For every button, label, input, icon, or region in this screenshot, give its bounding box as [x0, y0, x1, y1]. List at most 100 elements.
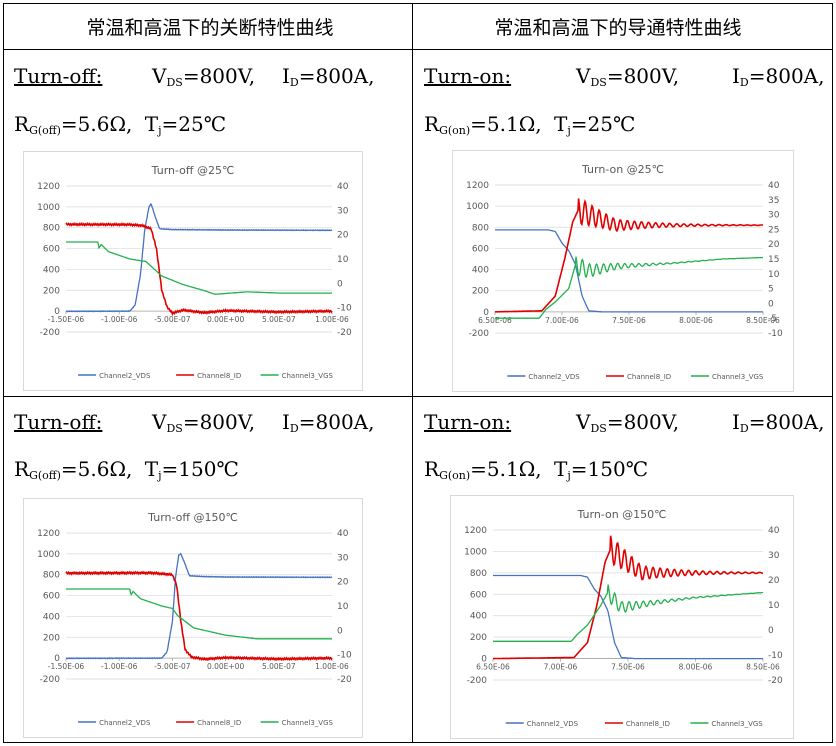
- y-tick-label: 1000: [464, 547, 487, 557]
- y2-tick-label: -5: [768, 314, 777, 324]
- y-tick-label: 1200: [37, 182, 60, 192]
- cell-params-line2: RG(on)=5.1Ω, Tj=25℃: [424, 112, 635, 137]
- y-tick-label: 0: [54, 654, 60, 664]
- cell-params-line1: Turn-on: VDS=800V, ID=800A,: [424, 410, 824, 435]
- y2-tick-label: 20: [768, 240, 780, 250]
- legend-label: Channel2_VDS: [99, 372, 151, 380]
- x-tick-label: -1.50E-06: [48, 662, 85, 671]
- header-turn-on: 常温和高温下的导通特性曲线: [494, 17, 742, 39]
- x-tick-label: 8.50E-06: [746, 316, 780, 325]
- y2-tick-label: 15: [768, 255, 779, 265]
- x-tick-label: 0.00E+00: [207, 662, 244, 671]
- rg-param: RG(on)=5.1Ω,: [424, 112, 542, 137]
- x-tick-label: 7.50E-06: [611, 663, 645, 672]
- x-tick-label: -1.00E-06: [101, 662, 138, 671]
- y2-tick-label: 30: [768, 551, 780, 561]
- y-tick-label: 1200: [464, 526, 487, 536]
- chart-svg: Turn-on @150℃120010008006004002000-20040…: [464, 508, 783, 728]
- x-tick-label: 7.00E-06: [545, 316, 579, 325]
- series-line-Channel3_VGS: [66, 241, 332, 295]
- tj-param: Tj=150℃: [554, 457, 649, 482]
- y2-tick-label: 10: [337, 255, 349, 265]
- chart-svg: Turn-off @150℃120010008006004002000-2004…: [37, 511, 352, 727]
- y-tick-label: 200: [472, 287, 489, 297]
- y2-tick-label: 10: [337, 602, 349, 612]
- y-tick-label: 400: [43, 612, 60, 622]
- x-tick-label: 8.00E-06: [679, 663, 713, 672]
- x-tick-label: 6.50E-06: [478, 316, 512, 325]
- y-tick-label: 0: [481, 655, 487, 665]
- y2-tick-label: 0: [768, 626, 774, 636]
- chart-svg: Turn-on @25℃120010008006004002000-200403…: [466, 163, 783, 381]
- rg-param: RG(on)=5.1Ω,: [424, 457, 542, 482]
- chart-title: Turn-on @150℃: [576, 508, 666, 521]
- x-tick-label: 7.50E-06: [612, 316, 646, 325]
- y2-tick-label: 25: [768, 225, 779, 235]
- y2-tick-label: -10: [337, 651, 352, 661]
- tj-param: Tj=150℃: [144, 457, 239, 482]
- cell-params-line2: RG(on)=5.1Ω, Tj=150℃: [424, 457, 648, 482]
- mode-label: Turn-off:: [14, 410, 103, 434]
- y2-tick-label: -10: [768, 651, 783, 661]
- y2-tick-label: -20: [337, 675, 352, 685]
- mode-label: Turn-off:: [14, 64, 103, 88]
- y2-tick-label: 30: [337, 206, 349, 216]
- chart-turn-off-150c: Turn-off @150℃ 1200 1000 800 600 400 200 0 -200 4…: [23, 498, 363, 738]
- chart-title: Turn-off @150℃: [147, 511, 238, 524]
- y2-tick-label: 30: [768, 211, 780, 221]
- vds-param: VDS=800V,: [152, 410, 256, 435]
- series-line-Channel2_VDS: [493, 574, 763, 660]
- x-tick-label: 5.00E-07: [262, 315, 296, 324]
- series-line-Channel8_ID: [65, 570, 333, 662]
- legend-label: Channel3_VGS: [711, 720, 763, 728]
- y2-tick-label: 5: [768, 285, 774, 295]
- y2-tick-label: 35: [768, 196, 779, 206]
- x-tick-label: -1.00E-06: [101, 315, 138, 324]
- y-tick-label: 1000: [466, 202, 489, 212]
- legend-label: Channel2_VDS: [99, 719, 151, 727]
- y-tick-label: 400: [472, 266, 489, 276]
- chart-turn-on-25c: Turn-on @25℃ 1200 1000 800 600 400 200 0 -200 40 3…: [452, 150, 794, 392]
- id-param: ID=800A,: [732, 410, 825, 435]
- y2-tick-label: -20: [768, 676, 783, 686]
- x-tick-label: 8.00E-06: [679, 316, 713, 325]
- y-tick-label: 1000: [37, 550, 60, 560]
- y2-tick-label: -10: [337, 304, 352, 314]
- cell-params-line2: RG(off)=5.6Ω, Tj=150℃: [14, 457, 239, 482]
- y2-tick-label: 20: [337, 578, 349, 588]
- legend-label: Channel2_VDS: [527, 720, 579, 728]
- y2-tick-label: 10: [768, 270, 780, 280]
- chart-turn-off-25c: Turn-off @25℃ 1200 1000 800 600 400 200 0 -200 40…: [23, 151, 363, 391]
- y2-tick-label: 0: [337, 626, 343, 636]
- vds-param: VDS=800V,: [576, 410, 680, 435]
- y-tick-label: 200: [43, 286, 60, 296]
- legend-label: Channel2_VDS: [528, 373, 580, 381]
- y-tick-label: 600: [43, 245, 60, 255]
- chart-svg: Turn-off @25℃120010008006004002000-20040…: [37, 164, 352, 380]
- x-tick-label: 1.00E-06: [315, 315, 349, 324]
- series-line-Channel8_ID: [65, 221, 333, 317]
- chart-title: Turn-off @25℃: [151, 164, 235, 177]
- x-tick-label: -5.00E-07: [154, 662, 191, 671]
- id-param: ID=800A,: [282, 410, 375, 435]
- y2-tick-label: 0: [337, 279, 343, 289]
- y-tick-label: -200: [469, 329, 490, 339]
- y2-tick-label: 40: [768, 181, 780, 191]
- y-tick-label: 0: [483, 308, 489, 318]
- y-tick-label: 800: [470, 569, 487, 579]
- legend-label: Channel3_VGS: [282, 719, 334, 727]
- y2-tick-label: -10: [768, 329, 783, 339]
- rg-param: RG(off)=5.6Ω,: [14, 112, 133, 137]
- x-tick-label: 8.50E-06: [746, 663, 780, 672]
- row-divider-middle: [3, 396, 833, 397]
- y2-tick-label: 40: [337, 182, 349, 192]
- y-tick-label: 600: [472, 244, 489, 254]
- vds-param: VDS=800V,: [152, 64, 256, 89]
- id-param: ID=800A,: [732, 64, 825, 89]
- x-tick-label: 7.00E-06: [544, 663, 578, 672]
- chart-title: Turn-on @25℃: [581, 163, 664, 176]
- series-line-Channel3_VGS: [495, 256, 763, 319]
- x-tick-label: 5.00E-07: [262, 662, 296, 671]
- y-tick-label: 1000: [37, 203, 60, 213]
- series-line-Channel2_VDS: [65, 202, 333, 313]
